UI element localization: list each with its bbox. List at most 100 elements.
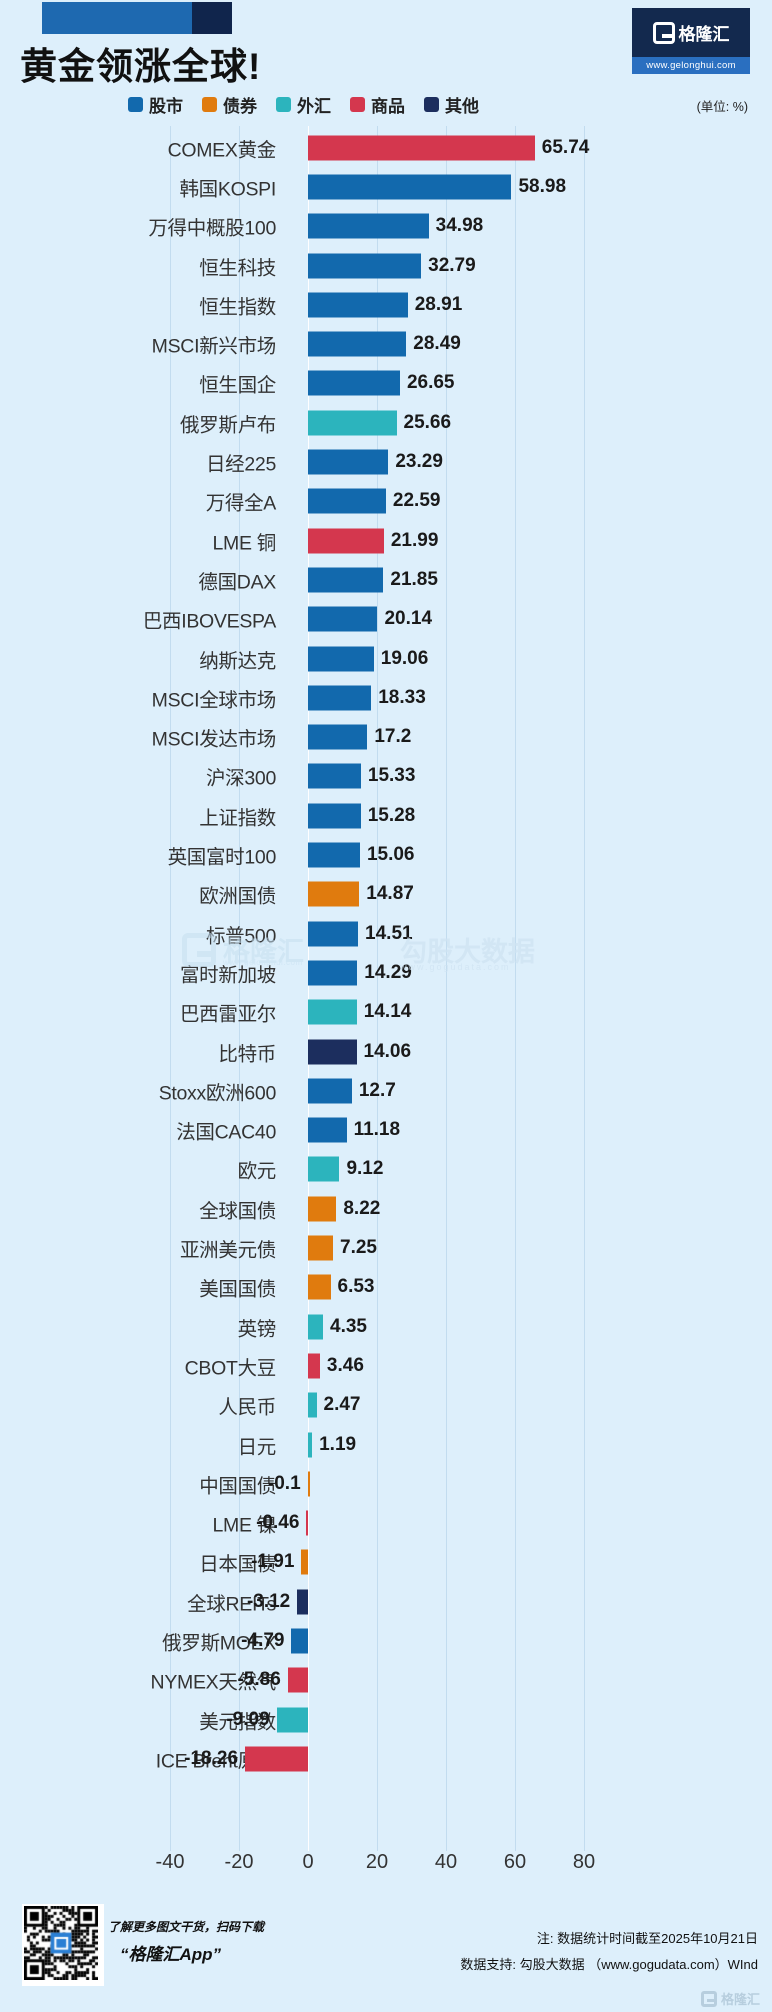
chart-row: NYMEX天然气 -5.86: [0, 1661, 772, 1700]
row-label: 韩国KOSPI: [179, 178, 276, 201]
bar-value-label: 20.14: [384, 608, 433, 630]
row-label: 富时新加坡: [179, 964, 276, 987]
plot-area: COMEX黄金 65.74 韩国KOSPI 58.98 万得中概股100 34.98 恒生科…: [0, 126, 772, 1851]
bar-value-label: -18.26: [184, 1747, 239, 1769]
legend-label: 债券: [223, 97, 257, 116]
row-label: COMEX黄金: [167, 139, 277, 162]
bar-value-label: 28.49: [413, 333, 461, 355]
bar-外汇: [308, 1432, 313, 1458]
row-label: LME 镍: [212, 1514, 276, 1537]
bar-股市: [308, 606, 378, 632]
row-label: LME 铜: [212, 532, 276, 555]
bar-value-label: -4.79: [241, 1630, 285, 1652]
chart-row: 沪深300 15.33: [0, 757, 772, 796]
bar-value-label: 8.22: [343, 1197, 381, 1219]
data-source: 数据支持: 勾股大数据 （www.gogudata.com）WInd: [460, 1957, 758, 1972]
bar-value-label: 18.33: [378, 686, 426, 708]
brand-bar-navy: [192, 2, 232, 34]
chart-row: 日元 1.19: [0, 1425, 772, 1464]
legend-swatch-icon: [350, 97, 365, 112]
bar-value-label: 7.25: [340, 1237, 377, 1259]
bar-value-label: -0.46: [256, 1512, 300, 1534]
legend-label: 股市: [149, 97, 183, 116]
bar-value-label: 12.7: [358, 1079, 396, 1101]
chart-row: 欧洲国债 14.87: [0, 875, 772, 914]
bar-商品: [287, 1667, 308, 1693]
row-label: 法国CAC40: [176, 1121, 276, 1144]
gridline-20: [377, 126, 378, 1851]
chart-row: 恒生指数 28.91: [0, 285, 772, 324]
gridline--20: [239, 126, 240, 1851]
bar-其他: [297, 1589, 308, 1615]
chart-row: 法国CAC40 11.18: [0, 1111, 772, 1150]
gridline-40: [446, 126, 447, 1851]
gridline-60: [515, 126, 516, 1851]
bar-value-label: 9.12: [346, 1158, 384, 1180]
bar-商品: [308, 1353, 320, 1379]
chart-row: 日经225 23.29: [0, 442, 772, 481]
bar-债券: [308, 1274, 331, 1300]
row-label: 上证指数: [199, 807, 276, 830]
row-label: 俄罗斯卢布: [179, 414, 276, 437]
gelonghui-logo: 格隆汇 www.gelonghui.com: [632, 8, 750, 74]
row-label: 全球REITs: [187, 1593, 276, 1616]
row-label: 亚洲美元债: [179, 1239, 276, 1262]
chart-row: 全球国债 8.22: [0, 1189, 772, 1228]
qr-canvas: [24, 1906, 98, 1980]
legend-item-外汇: 外汇: [276, 92, 331, 117]
chart-row: 恒生国企 26.65: [0, 364, 772, 403]
chart-row: 中国国债 -0.1: [0, 1464, 772, 1503]
row-label: 美元指数: [199, 1711, 276, 1734]
bar-股市: [308, 685, 372, 711]
chart-row: 英镑 4.35: [0, 1307, 772, 1346]
row-label: 德国DAX: [198, 571, 276, 594]
legend-label: 外汇: [297, 97, 331, 116]
bar-value-label: 25.66: [403, 411, 452, 433]
row-label: MSCI全球市场: [151, 689, 277, 712]
chart-row: 万得全A 22.59: [0, 482, 772, 521]
bar-value-label: 65.74: [541, 136, 590, 158]
x-tick-60: 60: [503, 1851, 527, 1873]
bar-债券: [308, 1196, 337, 1222]
bar-商品: [306, 1510, 309, 1536]
chart-row: 巴西雷亚尔 14.14: [0, 993, 772, 1032]
bar-股市: [308, 253, 422, 279]
bar-value-label: -0.1: [267, 1472, 301, 1494]
bar-股市: [308, 842, 360, 868]
bar-股市: [308, 567, 384, 593]
row-label: 俄罗斯MOEX: [162, 1632, 276, 1655]
bar-股市: [308, 763, 361, 789]
bar-股市: [308, 370, 400, 396]
row-label: 英国富时100: [167, 846, 277, 869]
chart-row: 比特币 14.06: [0, 1032, 772, 1071]
row-label: 日本国债: [199, 1553, 276, 1576]
bar-股市: [308, 803, 361, 829]
bar-股市: [308, 331, 407, 357]
bar-债券: [301, 1549, 308, 1575]
chart-row: 俄罗斯卢布 25.66: [0, 403, 772, 442]
unit-note: (单位: %): [696, 100, 748, 114]
bar-value-label: 58.98: [518, 175, 567, 197]
row-label: MSCI新兴市场: [151, 335, 277, 358]
bar-value-label: 14.87: [366, 883, 414, 905]
bar-债券: [308, 881, 360, 907]
chart-row: 英国富时100 15.06: [0, 835, 772, 874]
bar-value-label: 17.2: [374, 726, 412, 748]
chart-row: LME 铜 21.99: [0, 521, 772, 560]
row-label: 日元: [237, 1436, 277, 1459]
row-label: 人民币: [218, 1396, 276, 1419]
bar-value-label: -5.86: [237, 1669, 281, 1691]
row-label: 标普500: [205, 925, 276, 948]
bar-股市: [308, 921, 359, 947]
chart-row: 纳斯达克 19.06: [0, 639, 772, 678]
legend-item-债券: 债券: [202, 92, 257, 117]
bar-value-label: 21.85: [390, 568, 438, 590]
bar-value-label: -1.91: [251, 1551, 295, 1573]
row-label: 巴西雷亚尔: [179, 1003, 276, 1026]
footer-logo-text: 格隆汇: [720, 1992, 760, 2007]
bar-value-label: 21.99: [390, 529, 439, 551]
bar-value-label: 15.06: [366, 844, 415, 866]
row-label: 沪深300: [205, 767, 276, 790]
qr-code[interactable]: [22, 1904, 104, 1986]
chart-row: LME 镍 -0.46: [0, 1504, 772, 1543]
